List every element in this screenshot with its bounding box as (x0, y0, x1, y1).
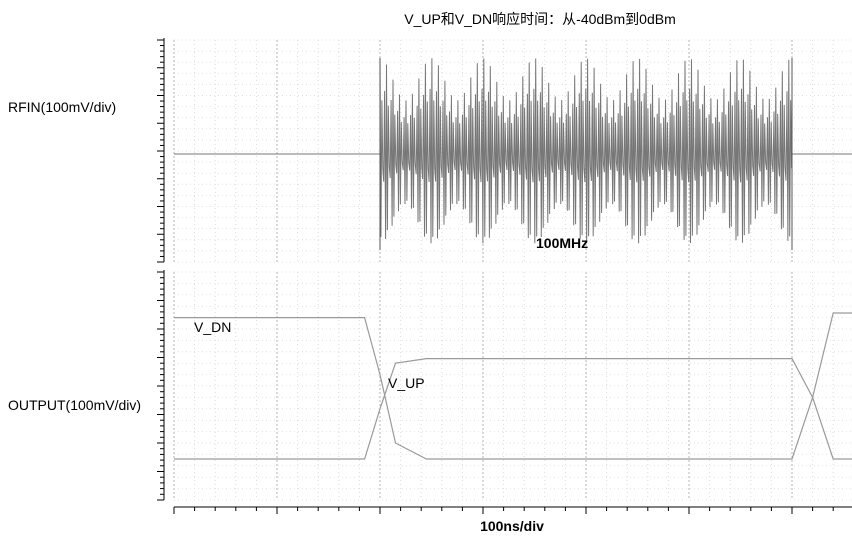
chart-title: V_UP和V_DN响应时间：从-40dBm到0dBm (404, 11, 676, 27)
x-ticks (173, 507, 834, 514)
top-panel: RFIN(100mV/div) 100MHz (8, 38, 852, 264)
rfin-waveform (174, 58, 852, 244)
rfin-trace (174, 58, 852, 250)
top-y-label: RFIN(100mV/div) (8, 99, 116, 115)
v-up-trace (174, 358, 852, 460)
v-dn-trace (174, 312, 852, 460)
bottom-y-label: OUTPUT(100mV/div) (8, 397, 141, 413)
bottom-plot-area (174, 272, 852, 508)
x-axis-label: 100ns/div (480, 518, 544, 534)
carrier-frequency-annotation: 100MHz (536, 235, 588, 251)
series-label-v-up: V_UP (388, 375, 425, 391)
top-y-ticks (157, 39, 164, 263)
output-traces (174, 312, 852, 460)
top-grid (173, 39, 852, 263)
bottom-y-ticks (157, 271, 164, 501)
series-label-v-dn: V_DN (194, 319, 231, 335)
bottom-panel: OUTPUT(100mV/div) V_DN V_UP 100ns/div (8, 270, 852, 534)
